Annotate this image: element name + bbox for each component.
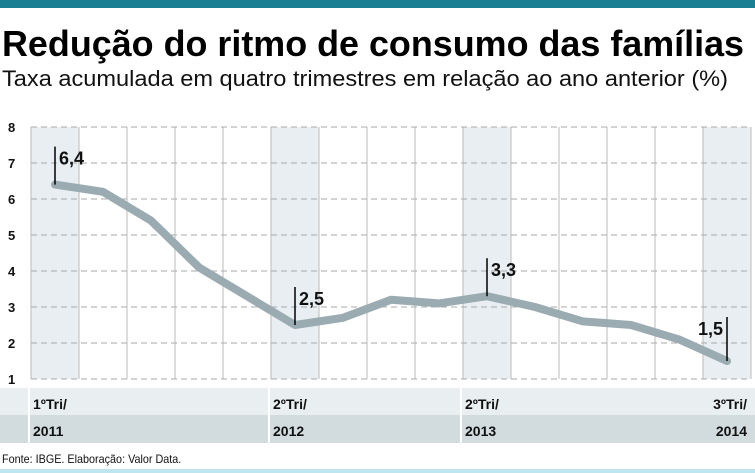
- data-point: [534, 306, 536, 308]
- data-point: [150, 219, 152, 222]
- data-point: [342, 316, 344, 319]
- y-tick-label: 5: [8, 228, 15, 243]
- x-label-quarter: 3ºTri/: [713, 396, 747, 412]
- data-point: [198, 266, 200, 269]
- data-label: 3,3: [491, 260, 516, 280]
- x-label-band-top: [0, 388, 755, 415]
- y-tick-label: 2: [8, 336, 15, 351]
- y-tick-label: 8: [8, 120, 15, 135]
- bottom-accent-bar: [0, 469, 755, 473]
- data-label: 2,5: [299, 289, 324, 309]
- x-label-quarter: 1ºTri/: [33, 396, 67, 412]
- x-label-band-bottom: [0, 415, 755, 443]
- data-point: [390, 298, 392, 301]
- y-tick-label: 6: [8, 192, 15, 207]
- data-point: [102, 190, 104, 193]
- y-tick-label: 1: [8, 372, 15, 387]
- data-point: [582, 320, 584, 323]
- x-label-year: 2011: [33, 423, 64, 439]
- y-tick-label: 3: [8, 300, 15, 315]
- chart-subtitle: Taxa acumulada em quatro trimestres em r…: [2, 66, 728, 91]
- chart-title: Redução do ritmo de consumo das famílias: [2, 23, 744, 64]
- x-label-year: 2012: [273, 423, 304, 439]
- data-point: [438, 302, 440, 305]
- x-label-year: 2014: [716, 423, 747, 439]
- y-tick-label: 4: [8, 264, 16, 279]
- series-line: [51, 180, 731, 365]
- x-label-quarter: 2ºTri/: [465, 396, 499, 412]
- source-note: Fonte: IBGE. Elaboração: Valor Data.: [2, 452, 182, 466]
- highlight-column: [271, 127, 319, 379]
- data-point: [246, 295, 248, 298]
- x-label-year: 2013: [465, 423, 496, 439]
- y-tick-label: 7: [8, 156, 15, 171]
- data-point: [630, 324, 632, 326]
- x-label-quarter: 2ºTri/: [273, 396, 307, 412]
- data-point: [678, 338, 680, 341]
- highlight-column: [463, 127, 511, 379]
- data-label: 6,4: [59, 149, 84, 169]
- top-accent-bar: [0, 0, 755, 8]
- data-label: 1,5: [698, 319, 723, 339]
